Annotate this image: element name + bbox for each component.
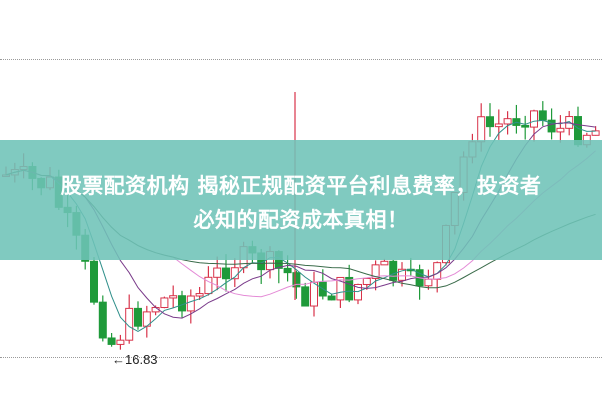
candle-up	[195, 293, 204, 297]
candle-down	[222, 267, 230, 280]
candle-up	[362, 277, 371, 285]
candle-up	[424, 278, 433, 287]
candle-down	[547, 119, 556, 133]
candle-down	[107, 337, 116, 345]
candle-up	[530, 110, 538, 128]
candle-down	[90, 260, 98, 303]
title-banner: 股票配资机构 揭秘正规配资平台利息费率，投资者 必知的配资成本真相！	[0, 140, 602, 260]
candle-up	[125, 307, 134, 341]
gridline-top	[0, 59, 602, 60]
candle-up	[371, 264, 380, 279]
candle-up	[591, 130, 600, 136]
candle-down	[292, 272, 301, 288]
candle-down	[134, 307, 142, 327]
candle-up	[160, 297, 169, 309]
candle-down	[98, 301, 107, 339]
candle-down	[521, 124, 530, 128]
candle-down	[538, 110, 547, 121]
candle-up	[213, 267, 222, 278]
gridline-bottom	[0, 357, 602, 358]
candle-up	[116, 339, 125, 345]
candle-down	[327, 295, 336, 301]
candle-up	[556, 127, 565, 133]
candle-up	[380, 260, 389, 266]
candle-down	[389, 260, 398, 281]
candle-up	[186, 295, 195, 312]
candle-up	[398, 268, 406, 281]
candle-up	[310, 281, 318, 307]
candle-down	[301, 286, 310, 307]
candle-down	[178, 295, 186, 312]
candle-down	[345, 276, 354, 301]
candle-down	[486, 116, 494, 128]
low-price-marker: ←16.83	[112, 352, 158, 367]
candle-up	[354, 283, 362, 301]
candle-up	[204, 276, 213, 295]
candle-up	[336, 276, 345, 301]
candle-up	[477, 116, 486, 143]
candle-up	[503, 118, 512, 125]
candle-down	[283, 267, 292, 274]
title-line-1: 股票配资机构 揭秘正规配资平台利息费率，投资者	[60, 174, 542, 198]
candle-up	[169, 295, 178, 299]
moving-average-line	[5, 119, 596, 332]
candle-up	[494, 123, 503, 128]
title-line-2: 必知的配资成本真相！	[193, 208, 409, 232]
